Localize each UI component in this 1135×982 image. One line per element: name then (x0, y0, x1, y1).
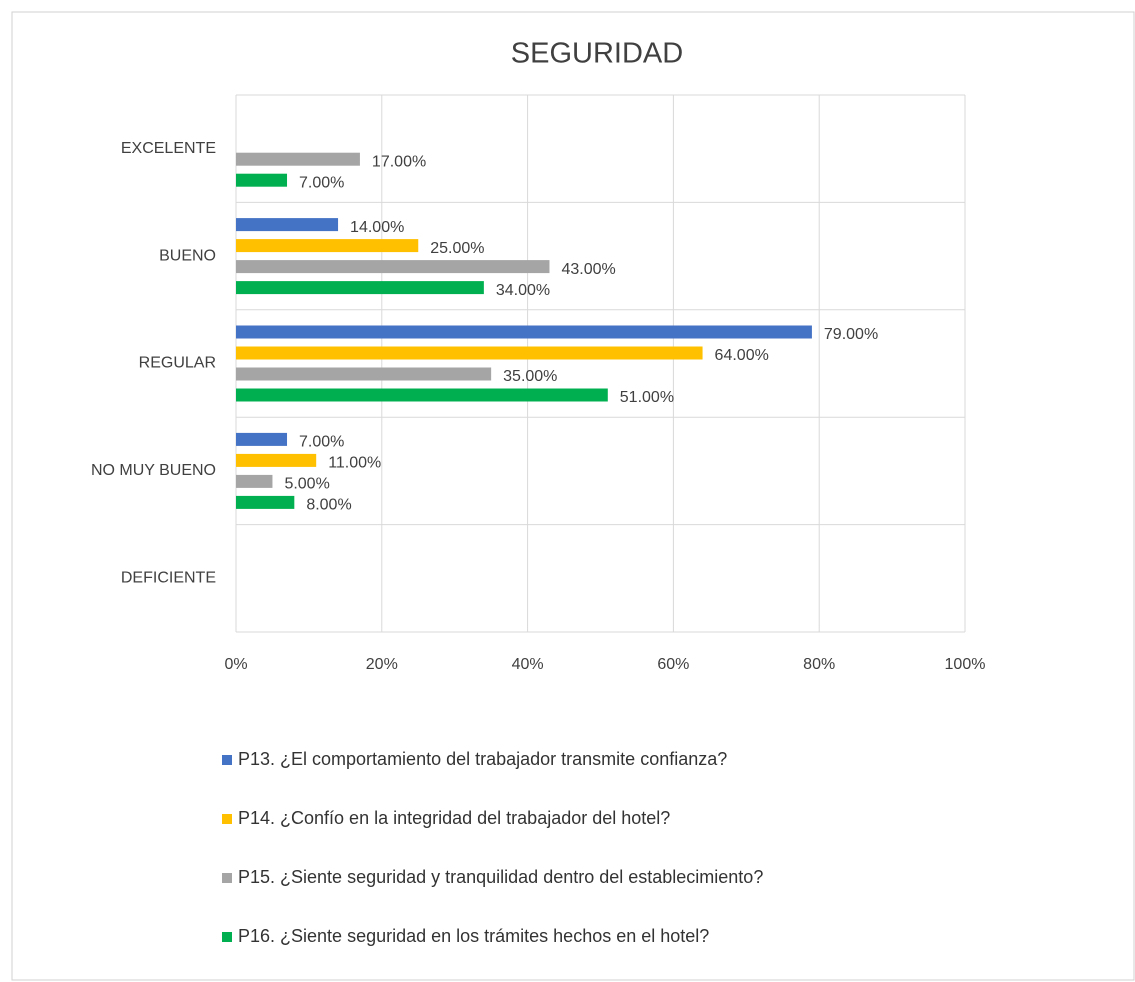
y-tick-label: REGULAR (139, 355, 216, 372)
x-tick-label: 60% (657, 656, 689, 673)
bar (236, 325, 812, 339)
y-tick-label: BUENO (159, 247, 216, 264)
y-tick-label: NO MUY BUENO (91, 462, 216, 479)
data-label: 25.00% (430, 240, 484, 257)
x-tick-label: 0% (224, 656, 247, 673)
bar (236, 453, 317, 467)
bar (236, 432, 288, 446)
bar (236, 260, 550, 274)
legend-swatch (222, 755, 232, 765)
bar (236, 495, 295, 509)
y-tick-label: DEFICIENTE (121, 570, 216, 587)
bar (236, 474, 273, 488)
x-tick-label: 80% (803, 656, 835, 673)
data-label: 7.00% (299, 174, 344, 191)
bar (236, 218, 339, 232)
y-tick-label: EXCELENTE (121, 140, 216, 157)
legend-label: P15. ¿Siente seguridad y tranquilidad de… (238, 867, 763, 887)
bar (236, 281, 484, 295)
bar (236, 388, 608, 402)
legend-swatch (222, 932, 232, 942)
legend-swatch (222, 873, 232, 883)
x-tick-label: 20% (366, 656, 398, 673)
legend-swatch (222, 814, 232, 824)
data-label: 34.00% (496, 282, 550, 299)
x-tick-label: 100% (945, 656, 986, 673)
data-label: 35.00% (503, 368, 557, 385)
bar (236, 239, 419, 253)
bar (236, 152, 360, 166)
data-label: 43.00% (561, 261, 615, 278)
data-label: 14.00% (350, 219, 404, 236)
bar (236, 173, 288, 187)
data-label: 5.00% (284, 476, 329, 493)
legend-label: P13. ¿El comportamiento del trabajador t… (238, 749, 727, 769)
legend-label: P16. ¿Siente seguridad en los trámites h… (238, 926, 709, 946)
x-tick-label: 40% (512, 656, 544, 673)
data-label: 7.00% (299, 434, 344, 451)
data-label: 64.00% (715, 347, 769, 364)
data-label: 79.00% (824, 326, 878, 343)
bar (236, 346, 703, 360)
chart-title: SEGURIDAD (511, 38, 683, 70)
data-label: 11.00% (328, 455, 381, 472)
chart-frame (11, 11, 1135, 981)
data-label: 17.00% (372, 153, 426, 170)
data-label: 8.00% (306, 497, 351, 514)
bar (236, 367, 492, 381)
legend-label: P14. ¿Confío en la integridad del trabaj… (238, 808, 670, 828)
data-label: 51.00% (620, 389, 674, 406)
